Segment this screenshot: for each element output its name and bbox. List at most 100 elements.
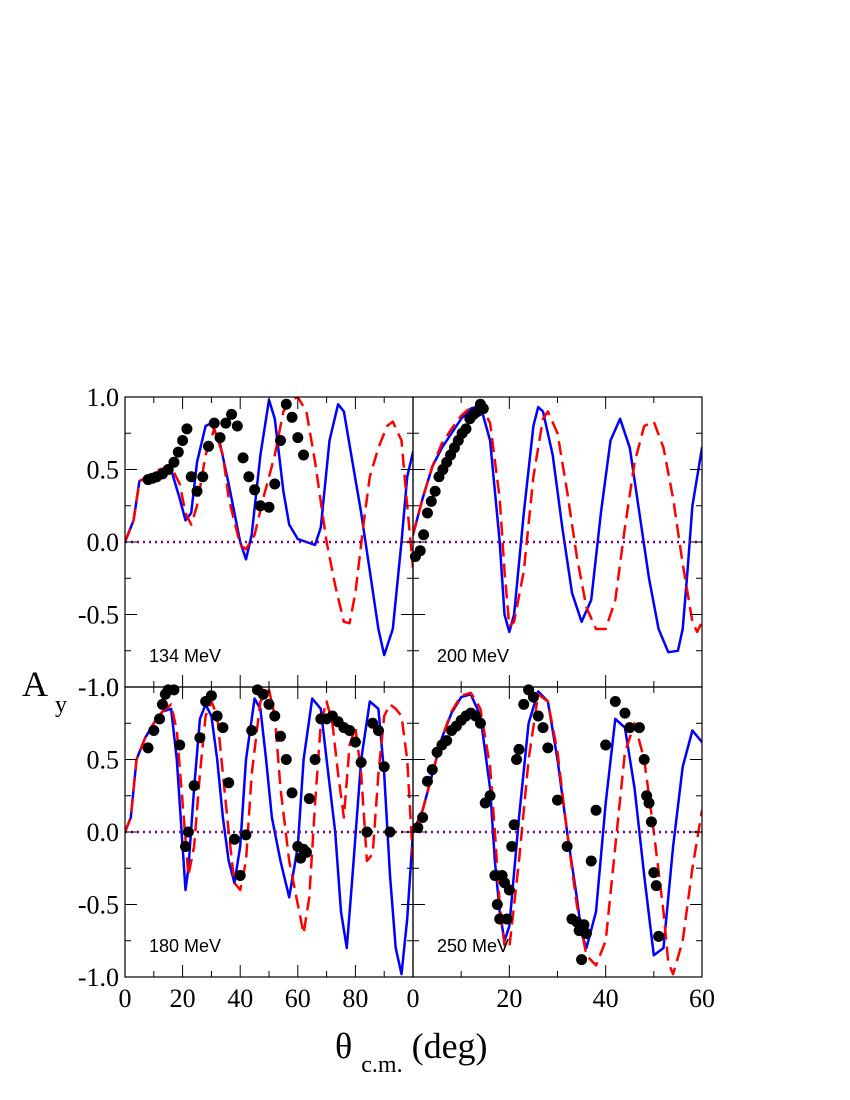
data-point (205, 690, 217, 702)
data-point (633, 722, 645, 734)
data-point (425, 495, 437, 507)
data-point (378, 761, 390, 773)
data-point (491, 899, 503, 910)
data-point (578, 919, 590, 931)
data-point (246, 725, 258, 736)
panel-bottom-left: -1.0 -0.5 0.0 0.5 1.0 0 20 40 60 80 180 MeV (78, 673, 414, 1013)
data-point (361, 826, 373, 838)
series-dashed-line (125, 397, 413, 625)
data-point (280, 398, 292, 410)
data-point (220, 417, 232, 429)
data-point (203, 440, 215, 452)
x-tick-label: 20 (496, 984, 522, 1013)
data-point (172, 446, 184, 458)
series-solid-line (125, 398, 413, 657)
y-axis-label-main: A (22, 664, 48, 704)
panel-energy-label: 250 MeV (437, 936, 509, 956)
data-point (508, 819, 520, 831)
data-point (561, 841, 573, 852)
data-point (542, 742, 554, 754)
data-point (217, 722, 229, 734)
data-point (300, 846, 312, 858)
data-point (263, 501, 275, 513)
y-tick-label: -1.0 (78, 963, 119, 992)
panel-energy-label: 200 MeV (437, 646, 509, 666)
data-point (645, 816, 657, 828)
data-point (240, 829, 252, 841)
data-point (421, 775, 433, 787)
data-point (506, 841, 518, 852)
data-point (344, 725, 356, 736)
data-point (532, 710, 544, 722)
data-point (237, 452, 249, 464)
data-point (412, 822, 424, 834)
data-point (477, 403, 489, 415)
panel-top-right: 200 MeV (409, 396, 703, 688)
data-point (188, 780, 200, 792)
data-point (580, 928, 592, 939)
x-tick-label: 80 (342, 984, 368, 1013)
data-point (537, 722, 549, 734)
data-point (275, 435, 287, 446)
data-point (484, 790, 496, 802)
x-axis-label-sub: c.m. (361, 1052, 402, 1078)
panel-energy-label: 134 MeV (149, 646, 221, 666)
data-point (503, 884, 515, 896)
data-point (429, 485, 441, 497)
data-point (650, 880, 662, 892)
data-point (513, 743, 525, 755)
x-tick-label: 40 (593, 984, 619, 1013)
data-point (421, 507, 433, 519)
data-point (585, 855, 597, 867)
data-point (228, 833, 240, 845)
data-point (609, 696, 621, 707)
data-point (372, 725, 384, 736)
y-tick-label: 0.5 (87, 456, 120, 485)
panel-bottom-right: 0 20 40 60 250 MeV (407, 684, 715, 1013)
data-point (275, 730, 287, 742)
data-point (384, 826, 396, 838)
y-tick-label: -0.5 (78, 891, 119, 920)
series-dashed-line (413, 403, 702, 634)
data-point (624, 722, 636, 734)
data-point (414, 545, 426, 557)
data-point (168, 456, 180, 468)
data-point (234, 870, 246, 881)
data-point (518, 698, 530, 710)
data-point (182, 826, 194, 838)
data-point (177, 435, 189, 446)
data-point (269, 710, 281, 722)
data-point (418, 529, 430, 541)
x-tick-label: 40 (227, 984, 253, 1013)
data-point (194, 732, 206, 744)
data-point (156, 698, 168, 710)
data-point (185, 471, 197, 483)
data-point (552, 794, 563, 806)
data-point (208, 417, 220, 429)
data-point (441, 735, 453, 747)
x-tick-label: 0 (407, 984, 420, 1013)
data-point (511, 754, 523, 765)
y-tick-label: -0.5 (78, 601, 119, 630)
data-point (355, 756, 367, 768)
data-point (226, 408, 238, 420)
data-point (197, 471, 209, 483)
data-point (426, 764, 438, 776)
series-solid-line (413, 404, 702, 654)
data-point (211, 710, 223, 722)
data-point (168, 684, 180, 696)
data-point (619, 707, 631, 719)
data-point (600, 739, 612, 751)
data-point (653, 930, 665, 942)
data-point (590, 804, 602, 816)
data-point (638, 754, 650, 765)
data-point (179, 841, 191, 852)
data-point (286, 787, 298, 799)
data-point (214, 432, 226, 444)
x-tick-label: 60 (689, 984, 715, 1013)
data-point (280, 754, 292, 765)
data-point (249, 484, 261, 496)
data-point (501, 913, 513, 925)
y-tick-label: 0.0 (87, 818, 120, 847)
